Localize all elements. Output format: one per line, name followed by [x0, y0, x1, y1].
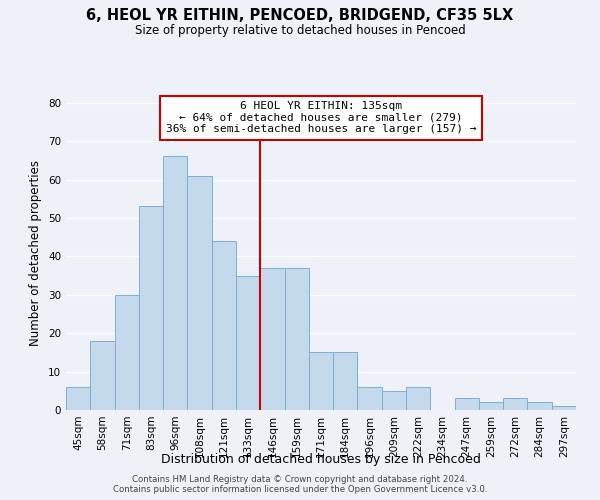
Text: 6, HEOL YR EITHIN, PENCOED, BRIDGEND, CF35 5LX: 6, HEOL YR EITHIN, PENCOED, BRIDGEND, CF…: [86, 8, 514, 22]
Bar: [139, 206, 163, 410]
Bar: [503, 398, 527, 410]
Bar: [163, 156, 187, 410]
Bar: [284, 268, 309, 410]
Bar: [66, 387, 90, 410]
Bar: [406, 387, 430, 410]
Bar: [479, 402, 503, 410]
Bar: [187, 176, 212, 410]
Text: Distribution of detached houses by size in Pencoed: Distribution of detached houses by size …: [161, 452, 481, 466]
Bar: [455, 398, 479, 410]
Bar: [212, 241, 236, 410]
Bar: [236, 276, 260, 410]
Text: Contains HM Land Registry data © Crown copyright and database right 2024.
Contai: Contains HM Land Registry data © Crown c…: [113, 474, 487, 494]
Bar: [382, 391, 406, 410]
Text: Size of property relative to detached houses in Pencoed: Size of property relative to detached ho…: [134, 24, 466, 37]
Bar: [260, 268, 284, 410]
Text: 6 HEOL YR EITHIN: 135sqm
← 64% of detached houses are smaller (279)
36% of semi-: 6 HEOL YR EITHIN: 135sqm ← 64% of detach…: [166, 102, 476, 134]
Bar: [115, 295, 139, 410]
Bar: [90, 341, 115, 410]
Bar: [552, 406, 576, 410]
Bar: [358, 387, 382, 410]
Bar: [527, 402, 552, 410]
Bar: [333, 352, 358, 410]
Bar: [309, 352, 333, 410]
Y-axis label: Number of detached properties: Number of detached properties: [29, 160, 43, 346]
